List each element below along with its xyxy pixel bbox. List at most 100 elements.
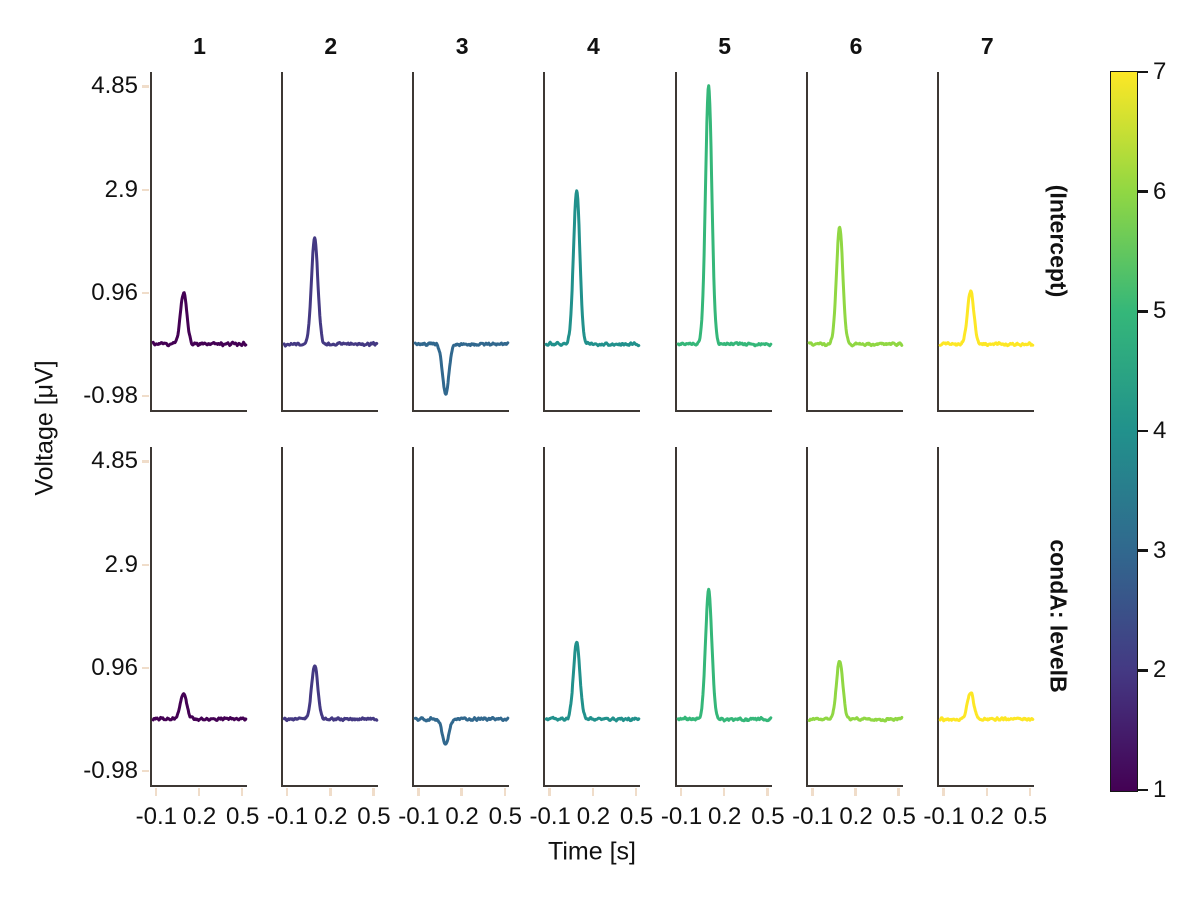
x-tick-label: 0.5: [751, 803, 785, 830]
x-tick-mark: [766, 787, 769, 796]
x-tick-mark: [154, 787, 158, 796]
x-tick-mark: [460, 787, 463, 796]
colorbar-tick: [1138, 70, 1148, 74]
erp-trace-svg: [676, 587, 772, 723]
x-tick-label: 0.2: [576, 803, 611, 830]
erp-panel-row1-col2: [280, 72, 379, 412]
column-header-1: 1: [193, 33, 206, 59]
colorbar-tick-label: 2: [1153, 656, 1167, 684]
erp-trace: [413, 716, 510, 746]
erp-trace-svg: [151, 692, 247, 722]
y-tick-label: -0.98: [83, 757, 138, 785]
erp-panel-row2-col1: [141, 447, 247, 796]
y-tick-mark: [141, 563, 149, 567]
erp-panel-row1-col5: [674, 72, 772, 412]
erp-trace-svg: [807, 660, 904, 723]
x-tick-mark: [722, 787, 726, 796]
x-tick-label: 0.5: [882, 803, 916, 830]
x-tick-mark: [854, 787, 857, 796]
x-tick-label: -0.1: [529, 803, 571, 830]
column-header-5: 5: [718, 33, 732, 59]
erp-trace: [545, 640, 641, 723]
colorbar-tick: [1138, 788, 1148, 792]
colorbar-tick: [1138, 190, 1148, 193]
y-tick-label: -0.98: [83, 382, 138, 410]
y-axis-label: Voltage [μV]: [30, 360, 59, 496]
x-tick-mark: [897, 787, 900, 796]
y-tick-label: 2.9: [104, 175, 138, 203]
x-tick-label: -0.1: [923, 803, 965, 830]
y-tick-label: 2.9: [104, 550, 138, 578]
x-tick-mark: [679, 787, 683, 796]
y-tick-label: 0.96: [91, 654, 138, 682]
erp-trace-svg: [282, 236, 379, 348]
erp-trace-svg: [545, 640, 641, 723]
erp-panel-row2-col5: [674, 447, 772, 796]
x-tick-mark: [811, 787, 814, 796]
x-tick-label: 0.2: [445, 803, 479, 830]
x-tick-mark: [591, 787, 595, 796]
row-label-condA-levelB: condA: levelB: [1045, 539, 1072, 693]
colorbar-tick: [1138, 669, 1148, 672]
y-tick-mark: [141, 394, 149, 398]
erp-panel-row1-col4: [543, 72, 641, 412]
erp-panel-row2-col6: [806, 447, 904, 796]
colorbar-tick-label: 4: [1153, 417, 1167, 444]
colorbar-tick-label: 5: [1153, 297, 1167, 325]
x-tick-label: 0.5: [225, 803, 260, 830]
x-tick-label: 0.5: [357, 803, 391, 830]
colorbar-tick: [1138, 310, 1148, 313]
x-tick-mark: [634, 787, 638, 796]
erp-trace-svg: [282, 664, 379, 723]
x-tick-label: -0.1: [792, 803, 834, 830]
x-tick-mark: [197, 787, 201, 796]
erp-trace: [938, 691, 1035, 723]
erp-trace: [151, 291, 247, 348]
x-tick-label: 0.2: [314, 803, 348, 830]
colorbar: [1110, 70, 1138, 792]
colorbar-tick-label: 7: [1153, 58, 1167, 85]
x-tick-mark: [548, 787, 551, 796]
erp-trace-svg: [545, 189, 641, 348]
erp-trace-svg: [413, 716, 510, 746]
erp-panel-row1-col7: [937, 72, 1035, 412]
column-header-6: 6: [849, 33, 863, 59]
y-tick-mark: [141, 769, 149, 773]
erp-trace-svg: [676, 84, 772, 348]
erp-trace: [807, 660, 904, 723]
column-header-4: 4: [586, 33, 600, 59]
y-tick-mark: [141, 291, 149, 295]
x-tick-label: 0.2: [970, 803, 1004, 830]
erp-trace-svg: [938, 289, 1035, 348]
x-tick-label: -0.1: [266, 803, 309, 830]
erp-trace: [676, 587, 772, 723]
x-tick-mark: [417, 787, 420, 796]
erp-panel-row2-col4: [543, 447, 641, 796]
x-tick-label: 0.2: [708, 803, 742, 830]
x-tick-label: 0.5: [619, 803, 654, 830]
colorbar-gradient: [1111, 71, 1137, 791]
colorbar-tick: [1138, 549, 1148, 552]
x-tick-mark: [942, 787, 945, 796]
y-tick-mark: [141, 85, 149, 88]
erp-panel-row1-col6: [806, 72, 904, 412]
erp-panel-row2-col2: [280, 447, 379, 796]
erp-panel-row1-col1: [141, 72, 247, 412]
colorbar-tick-label: 1: [1153, 776, 1167, 803]
erp-panel-row1-col3: [412, 72, 510, 412]
colorbar-tick: [1138, 429, 1148, 433]
x-tick-label: 0.5: [1013, 803, 1048, 830]
y-tick-mark: [141, 666, 149, 670]
x-tick-mark: [372, 787, 375, 796]
erp-trace-svg: [413, 341, 510, 396]
erp-trace-svg: [807, 225, 904, 348]
x-tick-label: 0.2: [182, 803, 217, 830]
y-tick-label: 0.96: [91, 279, 138, 307]
x-tick-label: -0.1: [660, 803, 703, 830]
x-axis-label: Time [s]: [548, 837, 636, 866]
x-tick-mark: [285, 787, 289, 796]
column-header-3: 3: [455, 33, 469, 59]
erp-trace: [807, 225, 904, 348]
x-tick-mark: [240, 787, 244, 796]
